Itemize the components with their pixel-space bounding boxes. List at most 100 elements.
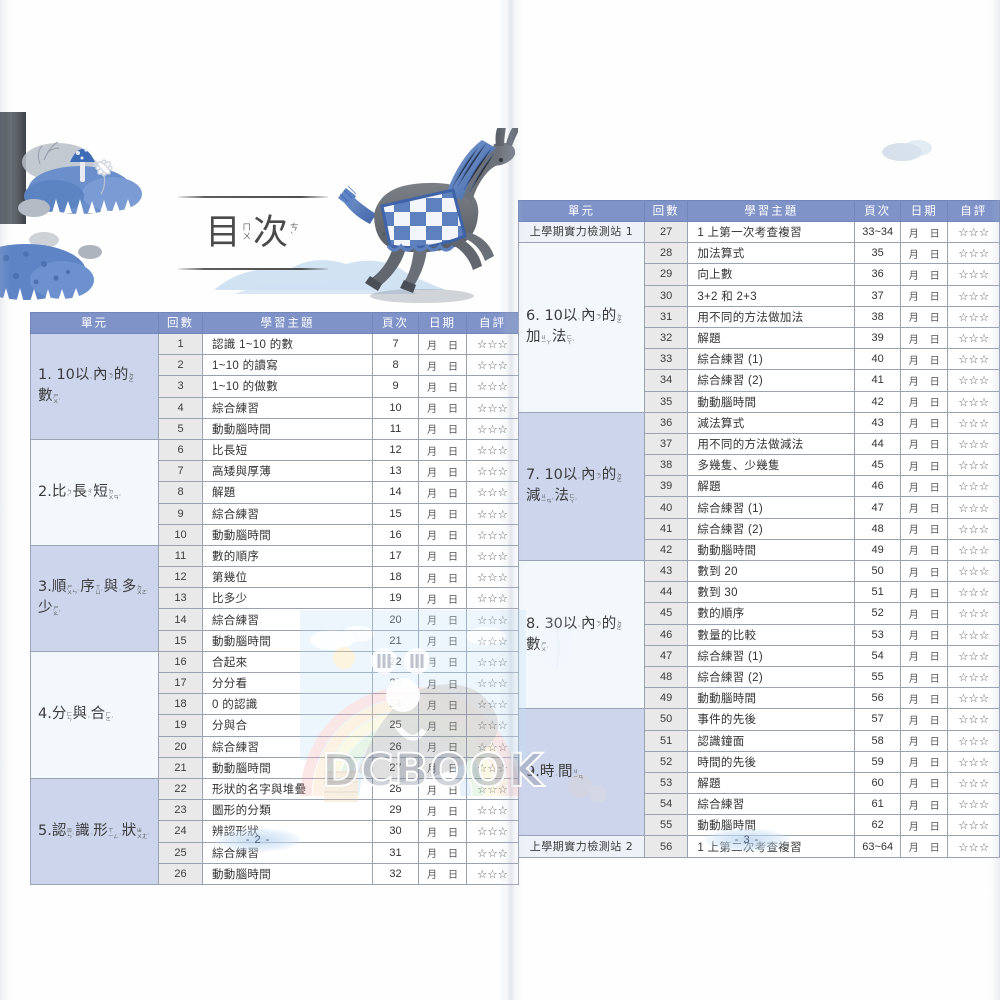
self-rating-cell[interactable]: ☆☆☆ bbox=[947, 284, 1000, 307]
star-rating-icons[interactable]: ☆☆☆ bbox=[958, 523, 990, 536]
date-cell[interactable]: 月日 bbox=[418, 375, 467, 398]
star-rating-icons[interactable]: ☆☆☆ bbox=[477, 466, 508, 479]
star-rating-icons[interactable]: ☆☆☆ bbox=[958, 375, 990, 388]
self-rating-cell[interactable]: ☆☆☆ bbox=[466, 438, 519, 462]
date-cell[interactable]: 月日 bbox=[418, 354, 467, 377]
date-cell[interactable]: 月日 bbox=[899, 369, 949, 392]
star-rating-icons[interactable]: ☆☆☆ bbox=[477, 762, 508, 775]
self-rating-cell[interactable]: ☆☆☆ bbox=[947, 602, 1000, 625]
self-rating-cell[interactable]: ☆☆☆ bbox=[947, 623, 1000, 646]
star-rating-icons[interactable]: ☆☆☆ bbox=[477, 381, 508, 394]
self-rating-cell[interactable]: ☆☆☆ bbox=[947, 242, 1000, 265]
date-cell[interactable]: 月日 bbox=[899, 814, 949, 837]
star-rating-icons[interactable]: ☆☆☆ bbox=[958, 438, 990, 451]
date-cell[interactable]: 月日 bbox=[418, 799, 467, 822]
star-rating-icons[interactable]: ☆☆☆ bbox=[477, 720, 508, 733]
self-rating-cell[interactable]: ☆☆☆ bbox=[466, 608, 519, 631]
date-cell[interactable]: 月日 bbox=[899, 708, 949, 731]
date-cell[interactable]: 月日 bbox=[899, 432, 949, 456]
date-cell[interactable]: 月日 bbox=[899, 348, 949, 371]
date-cell[interactable]: 月日 bbox=[899, 496, 949, 519]
star-rating-icons[interactable]: ☆☆☆ bbox=[477, 445, 508, 458]
date-cell[interactable]: 月日 bbox=[418, 566, 467, 589]
self-rating-cell[interactable]: ☆☆☆ bbox=[466, 332, 519, 356]
date-cell[interactable]: 月日 bbox=[899, 454, 949, 477]
self-rating-cell[interactable]: ☆☆☆ bbox=[947, 708, 1000, 731]
star-rating-icons[interactable]: ☆☆☆ bbox=[477, 508, 508, 521]
self-rating-cell[interactable]: ☆☆☆ bbox=[947, 220, 1000, 244]
date-cell[interactable]: 月日 bbox=[418, 502, 467, 525]
self-rating-cell[interactable]: ☆☆☆ bbox=[947, 454, 1000, 477]
date-cell[interactable]: 月日 bbox=[899, 305, 949, 328]
star-rating-icons[interactable]: ☆☆☆ bbox=[958, 227, 990, 240]
star-rating-icons[interactable]: ☆☆☆ bbox=[477, 784, 508, 797]
date-cell[interactable]: 月日 bbox=[899, 411, 949, 434]
star-rating-icons[interactable]: ☆☆☆ bbox=[958, 672, 990, 685]
star-rating-icons[interactable]: ☆☆☆ bbox=[477, 868, 508, 881]
date-cell[interactable]: 月日 bbox=[418, 650, 467, 674]
star-rating-icons[interactable]: ☆☆☆ bbox=[958, 460, 990, 473]
date-cell[interactable]: 月日 bbox=[899, 623, 949, 646]
star-rating-icons[interactable]: ☆☆☆ bbox=[958, 311, 990, 324]
self-rating-cell[interactable]: ☆☆☆ bbox=[466, 714, 519, 737]
star-rating-icons[interactable]: ☆☆☆ bbox=[477, 487, 508, 500]
star-rating-icons[interactable]: ☆☆☆ bbox=[958, 417, 990, 430]
star-rating-icons[interactable]: ☆☆☆ bbox=[477, 678, 508, 691]
self-rating-cell[interactable]: ☆☆☆ bbox=[947, 559, 1000, 583]
self-rating-cell[interactable]: ☆☆☆ bbox=[466, 862, 519, 885]
star-rating-icons[interactable]: ☆☆☆ bbox=[477, 339, 508, 352]
date-cell[interactable]: 月日 bbox=[899, 390, 949, 413]
star-rating-icons[interactable]: ☆☆☆ bbox=[958, 629, 990, 642]
self-rating-cell[interactable]: ☆☆☆ bbox=[947, 835, 1000, 858]
self-rating-cell[interactable]: ☆☆☆ bbox=[947, 263, 1000, 286]
date-cell[interactable]: 月日 bbox=[418, 735, 467, 758]
date-cell[interactable]: 月日 bbox=[418, 693, 467, 716]
date-cell[interactable]: 月日 bbox=[899, 793, 949, 816]
star-rating-icons[interactable]: ☆☆☆ bbox=[958, 269, 990, 282]
self-rating-cell[interactable]: ☆☆☆ bbox=[466, 587, 519, 610]
star-rating-icons[interactable]: ☆☆☆ bbox=[477, 741, 508, 754]
date-cell[interactable]: 月日 bbox=[418, 714, 467, 737]
star-rating-icons[interactable]: ☆☆☆ bbox=[958, 248, 990, 261]
self-rating-cell[interactable]: ☆☆☆ bbox=[466, 629, 519, 652]
self-rating-cell[interactable]: ☆☆☆ bbox=[466, 502, 519, 525]
date-cell[interactable]: 月日 bbox=[899, 220, 949, 244]
star-rating-icons[interactable]: ☆☆☆ bbox=[958, 566, 990, 579]
star-rating-icons[interactable]: ☆☆☆ bbox=[958, 693, 990, 706]
self-rating-cell[interactable]: ☆☆☆ bbox=[466, 354, 519, 377]
star-rating-icons[interactable]: ☆☆☆ bbox=[958, 290, 990, 303]
self-rating-cell[interactable]: ☆☆☆ bbox=[947, 729, 1000, 752]
date-cell[interactable]: 月日 bbox=[418, 438, 467, 462]
date-cell[interactable]: 月日 bbox=[899, 771, 949, 795]
date-cell[interactable]: 月日 bbox=[418, 756, 467, 779]
date-cell[interactable]: 月日 bbox=[899, 644, 949, 667]
self-rating-cell[interactable]: ☆☆☆ bbox=[947, 517, 1000, 540]
self-rating-cell[interactable]: ☆☆☆ bbox=[947, 432, 1000, 456]
star-rating-icons[interactable]: ☆☆☆ bbox=[958, 735, 990, 748]
self-rating-cell[interactable]: ☆☆☆ bbox=[947, 326, 1000, 350]
star-rating-icons[interactable]: ☆☆☆ bbox=[958, 841, 990, 854]
self-rating-cell[interactable]: ☆☆☆ bbox=[947, 665, 1000, 689]
self-rating-cell[interactable]: ☆☆☆ bbox=[466, 544, 519, 568]
self-rating-cell[interactable]: ☆☆☆ bbox=[466, 693, 519, 716]
self-rating-cell[interactable]: ☆☆☆ bbox=[466, 481, 519, 504]
self-rating-cell[interactable]: ☆☆☆ bbox=[947, 411, 1000, 434]
self-rating-cell[interactable]: ☆☆☆ bbox=[947, 496, 1000, 519]
self-rating-cell[interactable]: ☆☆☆ bbox=[466, 820, 519, 843]
self-rating-cell[interactable]: ☆☆☆ bbox=[947, 348, 1000, 371]
date-cell[interactable]: 月日 bbox=[418, 481, 467, 504]
self-rating-cell[interactable]: ☆☆☆ bbox=[947, 750, 1000, 773]
self-rating-cell[interactable]: ☆☆☆ bbox=[466, 417, 519, 440]
self-rating-cell[interactable]: ☆☆☆ bbox=[466, 566, 519, 589]
star-rating-icons[interactable]: ☆☆☆ bbox=[477, 572, 508, 585]
date-cell[interactable]: 月日 bbox=[418, 841, 467, 864]
star-rating-icons[interactable]: ☆☆☆ bbox=[477, 635, 508, 648]
self-rating-cell[interactable]: ☆☆☆ bbox=[947, 581, 1000, 604]
star-rating-icons[interactable]: ☆☆☆ bbox=[477, 826, 508, 839]
star-rating-icons[interactable]: ☆☆☆ bbox=[477, 699, 508, 712]
star-rating-icons[interactable]: ☆☆☆ bbox=[477, 614, 508, 627]
date-cell[interactable]: 月日 bbox=[418, 671, 467, 695]
self-rating-cell[interactable]: ☆☆☆ bbox=[947, 538, 1000, 562]
date-cell[interactable]: 月日 bbox=[899, 242, 949, 265]
date-cell[interactable]: 月日 bbox=[418, 544, 467, 568]
